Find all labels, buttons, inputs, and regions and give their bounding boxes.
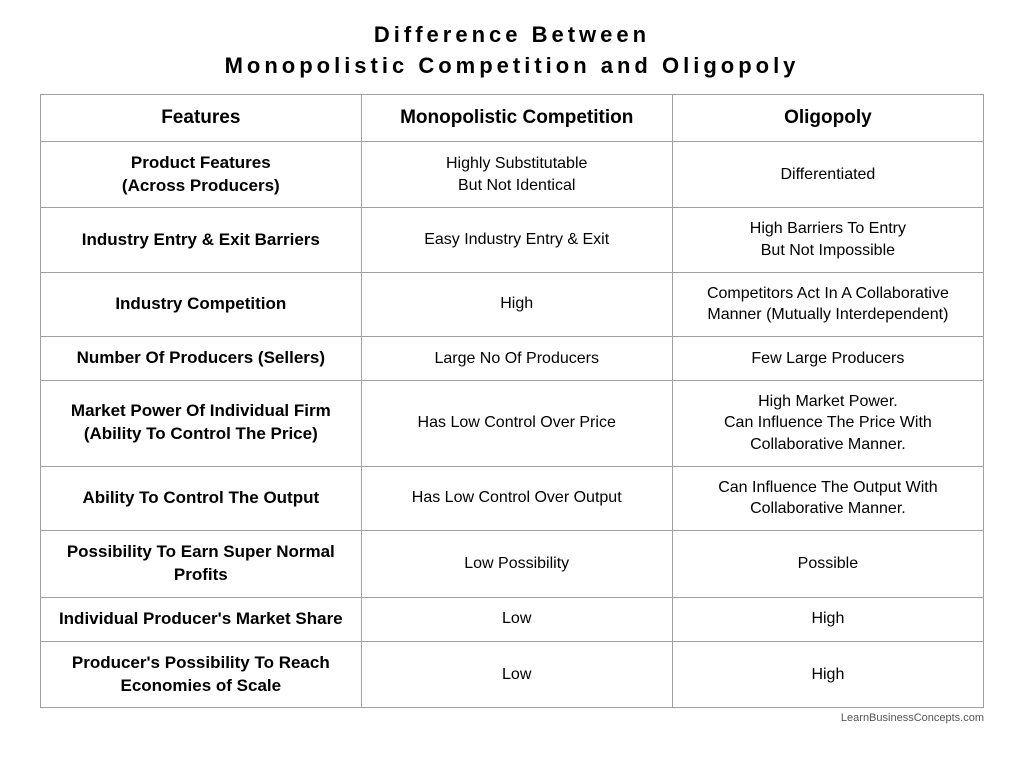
table-row: Number Of Producers (Sellers)Large No Of… <box>41 336 984 380</box>
feature-cell: Possibility To Earn Super Normal Profits <box>41 530 362 597</box>
oligopoly-cell: Competitors Act In A CollaborativeManner… <box>672 272 983 336</box>
oligopoly-cell: Differentiated <box>672 141 983 208</box>
feature-cell: Market Power Of Individual Firm(Ability … <box>41 380 362 466</box>
oligopoly-cell: High <box>672 641 983 708</box>
monopolistic-cell: Easy Industry Entry & Exit <box>361 208 672 272</box>
table-header-row: Features Monopolistic Competition Oligop… <box>41 94 984 141</box>
page-title: Difference Between Monopolistic Competit… <box>40 20 984 82</box>
table-row: Industry Entry & Exit BarriersEasy Indus… <box>41 208 984 272</box>
footer-credit: LearnBusinessConcepts.com <box>40 712 984 724</box>
table-row: Industry CompetitionHighCompetitors Act … <box>41 272 984 336</box>
feature-cell: Ability To Control The Output <box>41 466 362 530</box>
monopolistic-cell: Has Low Control Over Price <box>361 380 672 466</box>
comparison-table: Features Monopolistic Competition Oligop… <box>40 94 984 709</box>
table-row: Producer's Possibility To Reach Economie… <box>41 641 984 708</box>
feature-cell: Industry Competition <box>41 272 362 336</box>
monopolistic-cell: Low <box>361 597 672 641</box>
title-line-2: Monopolistic Competition and Oligopoly <box>225 53 800 78</box>
oligopoly-cell: High Barriers To EntryBut Not Impossible <box>672 208 983 272</box>
table-body: Product Features(Across Producers)Highly… <box>41 141 984 708</box>
col-header-features: Features <box>41 94 362 141</box>
col-header-monopolistic: Monopolistic Competition <box>361 94 672 141</box>
monopolistic-cell: Has Low Control Over Output <box>361 466 672 530</box>
oligopoly-cell: Possible <box>672 530 983 597</box>
monopolistic-cell: Low <box>361 641 672 708</box>
table-row: Market Power Of Individual Firm(Ability … <box>41 380 984 466</box>
feature-cell: Product Features(Across Producers) <box>41 141 362 208</box>
oligopoly-cell: High Market Power.Can Influence The Pric… <box>672 380 983 466</box>
table-row: Product Features(Across Producers)Highly… <box>41 141 984 208</box>
monopolistic-cell: Large No Of Producers <box>361 336 672 380</box>
feature-cell: Individual Producer's Market Share <box>41 597 362 641</box>
oligopoly-cell: High <box>672 597 983 641</box>
oligopoly-cell: Few Large Producers <box>672 336 983 380</box>
title-line-1: Difference Between <box>374 22 650 47</box>
table-row: Individual Producer's Market ShareLowHig… <box>41 597 984 641</box>
monopolistic-cell: High <box>361 272 672 336</box>
col-header-oligopoly: Oligopoly <box>672 94 983 141</box>
monopolistic-cell: Low Possibility <box>361 530 672 597</box>
feature-cell: Producer's Possibility To Reach Economie… <box>41 641 362 708</box>
feature-cell: Industry Entry & Exit Barriers <box>41 208 362 272</box>
monopolistic-cell: Highly SubstitutableBut Not Identical <box>361 141 672 208</box>
feature-cell: Number Of Producers (Sellers) <box>41 336 362 380</box>
table-row: Ability To Control The OutputHas Low Con… <box>41 466 984 530</box>
table-row: Possibility To Earn Super Normal Profits… <box>41 530 984 597</box>
oligopoly-cell: Can Influence The Output WithCollaborati… <box>672 466 983 530</box>
